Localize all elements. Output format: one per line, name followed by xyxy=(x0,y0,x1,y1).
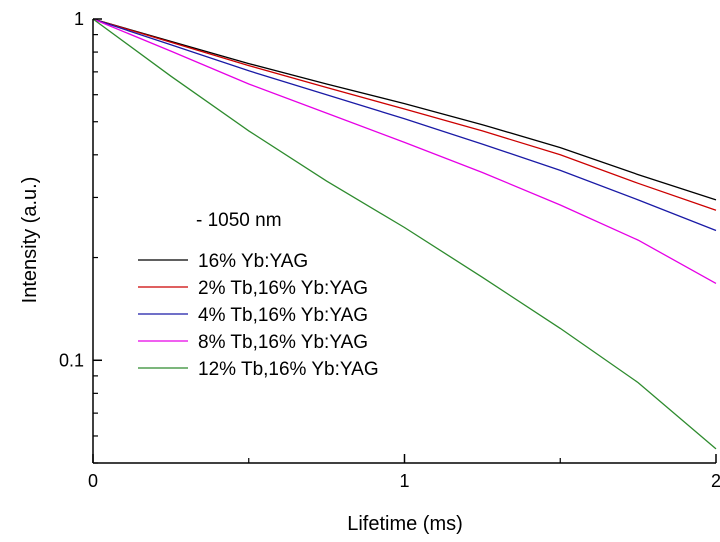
series-line-1 xyxy=(92,18,717,201)
series-line-5 xyxy=(92,18,717,450)
y-axis-label: Intensity (a.u.) xyxy=(19,177,41,304)
series-lines xyxy=(92,18,717,450)
y-tick-label: 0.1 xyxy=(59,350,84,370)
x-axis-label: Lifetime (ms) xyxy=(347,513,463,535)
tick-labels: 0 1 2 0.1 1 xyxy=(59,9,720,491)
legend-label-1: 16% Yb:YAG xyxy=(198,251,308,272)
x-tick-label: 0 xyxy=(88,471,98,491)
legend-label-3: 4% Tb,16% Yb:YAG xyxy=(198,305,368,326)
legend-label-5: 12% Tb,16% Yb:YAG xyxy=(198,359,379,380)
x-tick-label: 2 xyxy=(711,471,720,491)
y-tick-label: 1 xyxy=(74,9,84,29)
axis-ticks xyxy=(92,18,717,464)
series-line-2 xyxy=(92,18,717,211)
series-line-3 xyxy=(92,18,717,232)
legend: 16% Yb:YAG 2% Tb,16% Yb:YAG 4% Tb,16% Yb:Y… xyxy=(138,251,379,380)
legend-label-4: 8% Tb,16% Yb:YAG xyxy=(198,332,368,353)
x-tick-label: 1 xyxy=(399,471,409,491)
series-line-4 xyxy=(92,18,717,284)
legend-label-2: 2% Tb,16% Yb:YAG xyxy=(198,278,368,299)
axes xyxy=(92,19,716,464)
legend-title: - 1050 nm xyxy=(196,210,282,231)
